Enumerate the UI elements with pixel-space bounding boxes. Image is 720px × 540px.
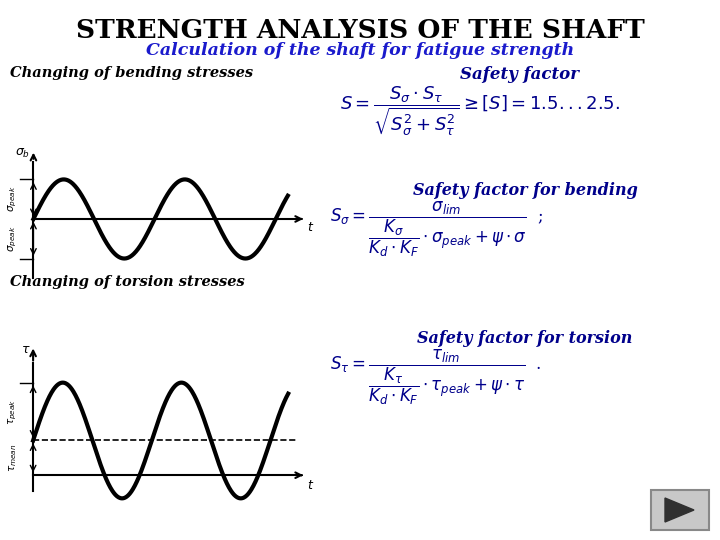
Text: Changing of torsion stresses: Changing of torsion stresses xyxy=(10,275,245,289)
Text: $S_\tau = \dfrac{\tau_{lim}}{\dfrac{K_\tau}{K_d \cdot K_F} \cdot \tau_{peak} + \: $S_\tau = \dfrac{\tau_{lim}}{\dfrac{K_\t… xyxy=(330,348,541,407)
Text: $\sigma_{peak}$: $\sigma_{peak}$ xyxy=(6,186,19,212)
Text: Safety factor: Safety factor xyxy=(461,66,580,83)
Text: $\sigma_{peak}$: $\sigma_{peak}$ xyxy=(6,226,19,252)
Text: $\tau_{peak}$: $\tau_{peak}$ xyxy=(6,399,19,424)
Text: $\tau$: $\tau$ xyxy=(21,342,30,355)
Text: Changing of bending stresses: Changing of bending stresses xyxy=(10,66,253,80)
Text: $S_\sigma = \dfrac{\sigma_{lim}}{\dfrac{K_\sigma}{K_d \cdot K_F} \cdot \sigma_{p: $S_\sigma = \dfrac{\sigma_{lim}}{\dfrac{… xyxy=(330,200,543,259)
Text: Safety factor for bending: Safety factor for bending xyxy=(413,182,637,199)
Text: $S = \dfrac{S_\sigma \cdot S_\tau}{\sqrt{S_\sigma^2 + S_\tau^2}} \geq [S] = 1.5.: $S = \dfrac{S_\sigma \cdot S_\tau}{\sqrt… xyxy=(340,85,620,139)
Text: $t$: $t$ xyxy=(307,479,314,492)
Text: $\tau_{mean}$: $\tau_{mean}$ xyxy=(7,444,19,472)
FancyBboxPatch shape xyxy=(651,490,709,530)
Text: STRENGTH ANALYSIS OF THE SHAFT: STRENGTH ANALYSIS OF THE SHAFT xyxy=(76,18,644,43)
Text: $\sigma_b$: $\sigma_b$ xyxy=(15,147,30,160)
Text: Safety factor for torsion: Safety factor for torsion xyxy=(418,330,633,347)
Text: Calculation of the shaft for fatigue strength: Calculation of the shaft for fatigue str… xyxy=(146,42,574,59)
Text: $t$: $t$ xyxy=(307,221,314,234)
Polygon shape xyxy=(665,498,694,522)
